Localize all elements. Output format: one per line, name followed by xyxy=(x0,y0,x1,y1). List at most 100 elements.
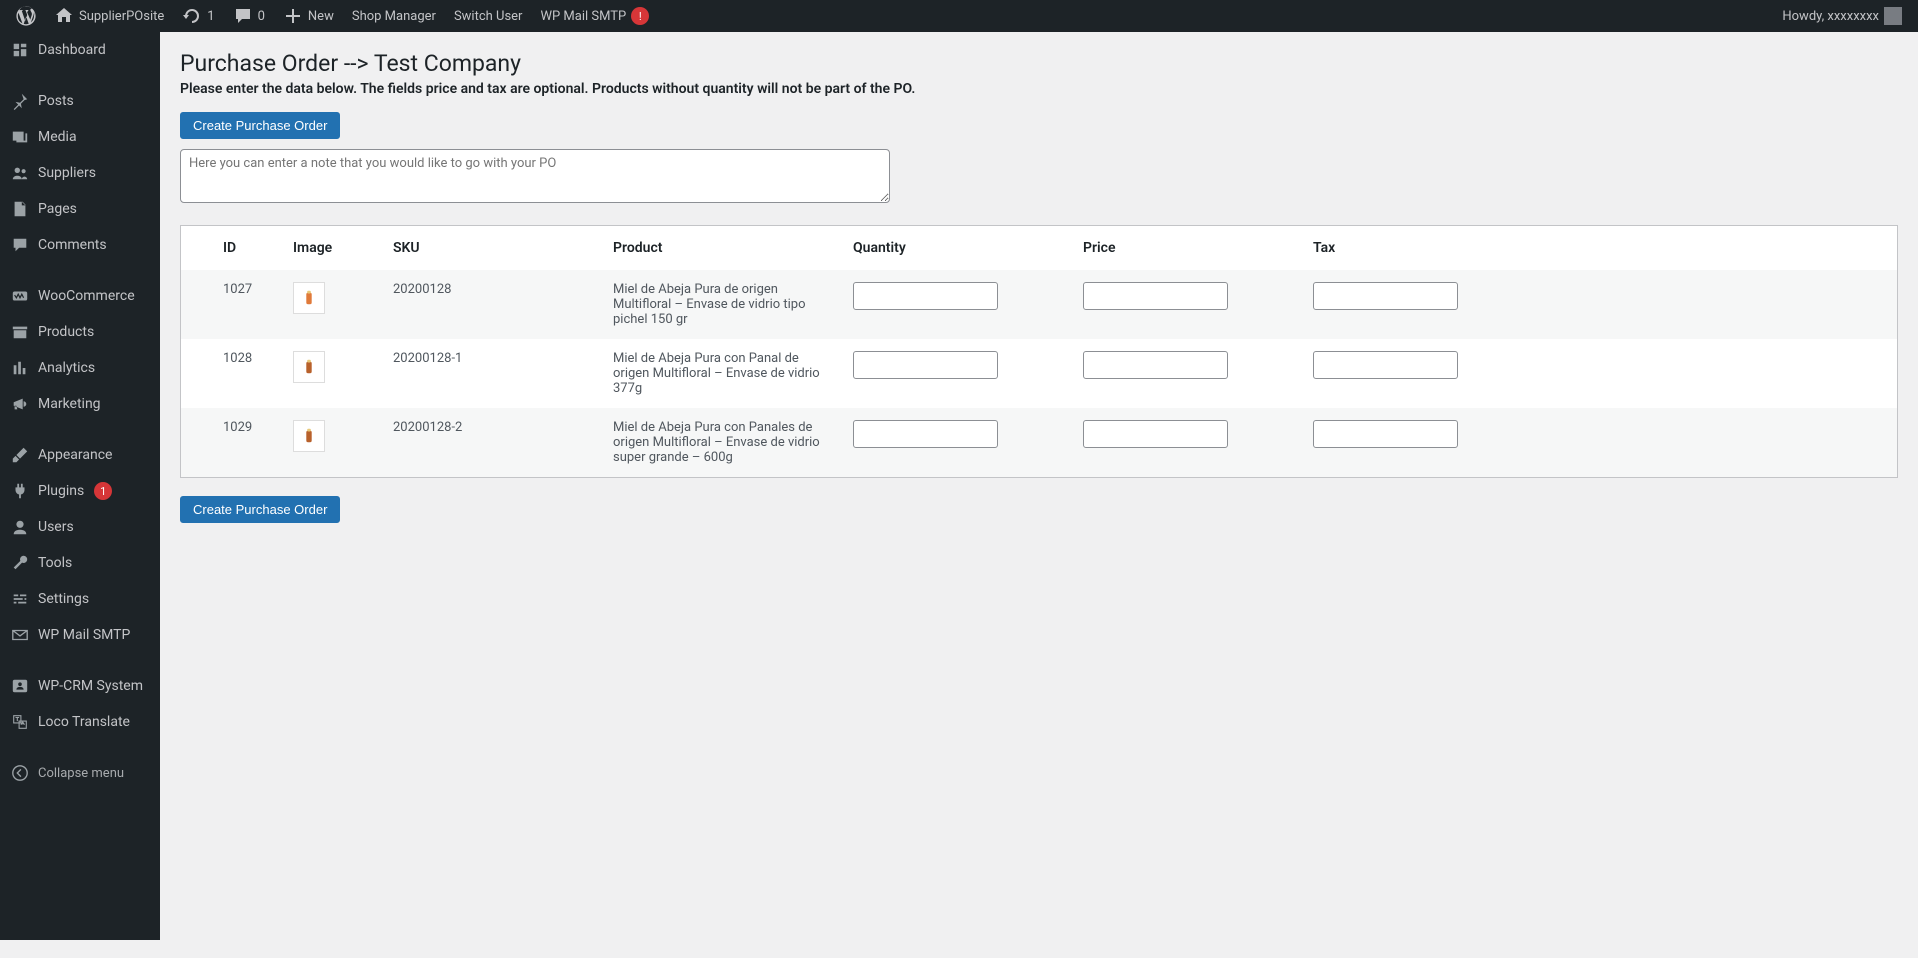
sidebar-item-label: Settings xyxy=(38,591,89,607)
new-label: New xyxy=(308,9,334,24)
sidebar-item-products[interactable]: Products xyxy=(0,314,160,350)
crm-icon xyxy=(10,676,30,696)
updates-icon xyxy=(182,6,202,26)
sidebar-item-settings[interactable]: Settings xyxy=(0,581,160,617)
sliders-icon xyxy=(10,589,30,609)
sidebar-item-label: Media xyxy=(38,129,77,145)
quantity-input[interactable] xyxy=(853,351,998,379)
cell-price xyxy=(1071,408,1301,477)
sidebar-item-marketing[interactable]: Marketing xyxy=(0,386,160,422)
cell-quantity xyxy=(841,408,1071,477)
cell-product: Miel de Abeja Pura con Panales de origen… xyxy=(601,408,841,477)
cell-price xyxy=(1071,339,1301,408)
price-input[interactable] xyxy=(1083,420,1228,448)
product-thumb xyxy=(293,351,325,383)
sidebar-badge: 1 xyxy=(94,482,112,500)
quantity-input[interactable] xyxy=(853,282,998,310)
groups-icon xyxy=(10,163,30,183)
updates-menu[interactable]: 1 xyxy=(174,0,222,32)
page-icon xyxy=(10,199,30,219)
wp-mail-smtp-label: WP Mail SMTP xyxy=(540,9,626,24)
product-thumb xyxy=(293,282,325,314)
chart-icon xyxy=(10,358,30,378)
wp-mail-smtp-link[interactable]: WP Mail SMTP ! xyxy=(532,0,657,32)
brush-icon xyxy=(10,445,30,465)
sidebar-item-plugins[interactable]: Plugins1 xyxy=(0,473,160,509)
wordpress-icon xyxy=(16,6,36,26)
cell-id: 1029 xyxy=(181,408,281,477)
pin-icon xyxy=(10,91,30,111)
sidebar-item-tools[interactable]: Tools xyxy=(0,545,160,581)
sidebar-item-suppliers[interactable]: Suppliers xyxy=(0,155,160,191)
sidebar-item-label: Pages xyxy=(38,201,77,217)
col-price: Price xyxy=(1071,226,1301,270)
price-input[interactable] xyxy=(1083,282,1228,310)
table-row: 102820200128-1Miel de Abeja Pura con Pan… xyxy=(181,339,1897,408)
sidebar-item-pages[interactable]: Pages xyxy=(0,191,160,227)
sidebar-item-wpcrm[interactable]: WP-CRM System xyxy=(0,668,160,704)
switch-user-label: Switch User xyxy=(454,9,523,24)
col-quantity: Quantity xyxy=(841,226,1071,270)
shop-manager-label: Shop Manager xyxy=(352,9,436,24)
avatar xyxy=(1884,7,1902,25)
comments-menu[interactable]: 0 xyxy=(225,0,273,32)
sidebar-item-appearance[interactable]: Appearance xyxy=(0,437,160,473)
wp-mail-smtp-badge: ! xyxy=(631,7,649,25)
collapse-menu-button[interactable]: Collapse menu xyxy=(0,755,160,791)
cell-quantity xyxy=(841,339,1071,408)
create-po-button-top[interactable]: Create Purchase Order xyxy=(180,112,340,139)
sidebar-item-woocommerce[interactable]: WooCommerce xyxy=(0,278,160,314)
tax-input[interactable] xyxy=(1313,351,1458,379)
po-table: ID Image SKU Product Quantity Price Tax … xyxy=(181,226,1897,477)
sidebar-item-label: Analytics xyxy=(38,360,95,376)
switch-user-link[interactable]: Switch User xyxy=(446,0,531,32)
po-table-wrap: ID Image SKU Product Quantity Price Tax … xyxy=(180,225,1898,478)
plugin-icon xyxy=(10,481,30,501)
tax-input[interactable] xyxy=(1313,420,1458,448)
user-icon xyxy=(10,517,30,537)
shop-manager-link[interactable]: Shop Manager xyxy=(344,0,444,32)
sidebar-item-label: Tools xyxy=(38,555,72,571)
cell-product: Miel de Abeja Pura de origen Multifloral… xyxy=(601,270,841,339)
sidebar-item-media[interactable]: Media xyxy=(0,119,160,155)
sidebar-item-users[interactable]: Users xyxy=(0,509,160,545)
wp-logo-menu[interactable] xyxy=(8,0,44,32)
sidebar-item-comments[interactable]: Comments xyxy=(0,227,160,263)
sidebar-item-label: Users xyxy=(38,519,74,535)
cell-id: 1028 xyxy=(181,339,281,408)
create-po-button-bottom[interactable]: Create Purchase Order xyxy=(180,496,340,523)
page-title: Purchase Order --> Test Company xyxy=(180,50,1898,77)
main-content: Purchase Order --> Test Company Please e… xyxy=(160,32,1918,940)
dashboard-icon xyxy=(10,40,30,60)
quantity-input[interactable] xyxy=(853,420,998,448)
sidebar-item-analytics[interactable]: Analytics xyxy=(0,350,160,386)
sidebar-item-dashboard[interactable]: Dashboard xyxy=(0,32,160,68)
col-id: ID xyxy=(181,226,281,270)
po-note-textarea[interactable] xyxy=(180,149,890,203)
sidebar-item-wpmailsmtp[interactable]: WP Mail SMTP xyxy=(0,617,160,653)
cell-tax xyxy=(1301,270,1897,339)
admin-bar-left: SupplierPOsite 1 0 New Shop Manager Swit… xyxy=(8,0,657,32)
plus-icon xyxy=(283,6,303,26)
new-content-menu[interactable]: New xyxy=(275,0,342,32)
sidebar-item-loco[interactable]: Loco Translate xyxy=(0,704,160,740)
col-tax: Tax xyxy=(1301,226,1897,270)
sidebar-item-posts[interactable]: Posts xyxy=(0,83,160,119)
comment-icon xyxy=(233,6,253,26)
cell-id: 1027 xyxy=(181,270,281,339)
howdy-text: Howdy, xxxxxxxx xyxy=(1782,9,1879,24)
sidebar-item-label: Appearance xyxy=(38,447,112,463)
sidebar-item-label: Marketing xyxy=(38,396,101,412)
collapse-label: Collapse menu xyxy=(38,766,124,781)
table-row: 102720200128Miel de Abeja Pura de origen… xyxy=(181,270,1897,339)
sidebar-item-label: Posts xyxy=(38,93,74,109)
home-icon xyxy=(54,6,74,26)
cell-price xyxy=(1071,270,1301,339)
cell-quantity xyxy=(841,270,1071,339)
page-subtitle: Please enter the data below. The fields … xyxy=(180,81,1898,97)
user-menu[interactable]: Howdy, xxxxxxxx xyxy=(1774,0,1910,32)
tax-input[interactable] xyxy=(1313,282,1458,310)
col-image: Image xyxy=(281,226,381,270)
price-input[interactable] xyxy=(1083,351,1228,379)
site-name-menu[interactable]: SupplierPOsite xyxy=(46,0,172,32)
